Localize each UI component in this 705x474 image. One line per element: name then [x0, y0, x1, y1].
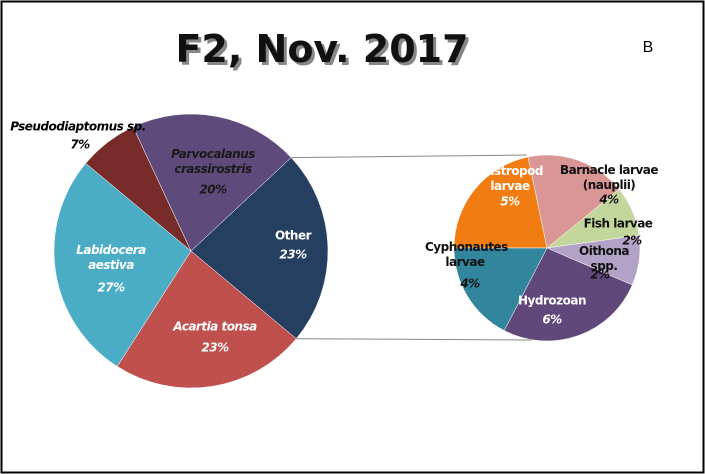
slice-label: Hydrozoan: [518, 293, 587, 308]
title-shadow: F2, Nov. 2017: [178, 30, 471, 74]
chart-title: F2, Nov. 2017: [175, 27, 468, 71]
slice-value-label: 4%: [599, 192, 619, 207]
pie-slice: [503, 247, 633, 342]
pie-slice: [453, 156, 548, 249]
slice-label: Fish larvae: [583, 216, 653, 231]
slice-value-label: 23%: [279, 247, 307, 262]
connector-line: [291, 154, 528, 159]
pie-slice: [53, 162, 192, 367]
panel-label: B: [643, 39, 654, 56]
slice-label: Parvocalanus crassirostris: [171, 147, 255, 176]
slice-label: Other: [274, 228, 312, 243]
pie-slice: [190, 157, 329, 340]
slice-value-label: 4%: [460, 276, 480, 291]
slice-value-label: 27%: [97, 280, 125, 295]
slice-value-label: 7%: [70, 137, 90, 152]
pie-slice: [527, 154, 620, 249]
slice-value-label: 2%: [622, 233, 642, 248]
slice-label: Labidocera aestiva: [76, 243, 146, 272]
pie-slice: [132, 113, 292, 252]
pie-slice: [116, 250, 297, 389]
slice-value-label: 6%: [542, 312, 562, 327]
slice-value-label: 20%: [199, 182, 227, 197]
slice-label: Barnacle larvae (nauplii): [559, 163, 659, 192]
slice-value-label: 5%: [500, 194, 520, 209]
pie-slice: [453, 247, 548, 331]
connector-line: [296, 338, 533, 341]
slice-value-label: 23%: [201, 340, 229, 355]
slice-label: Acartia tonsa: [173, 319, 257, 334]
slice-label: Oithona spp.: [579, 244, 629, 273]
slice-label: Cyphonautes larvae: [425, 240, 508, 269]
slice-label: Gastropod larvae: [477, 164, 543, 193]
slice-label: Pseudodiaptomus sp.: [10, 119, 146, 134]
slice-value-label: 2%: [590, 267, 610, 282]
